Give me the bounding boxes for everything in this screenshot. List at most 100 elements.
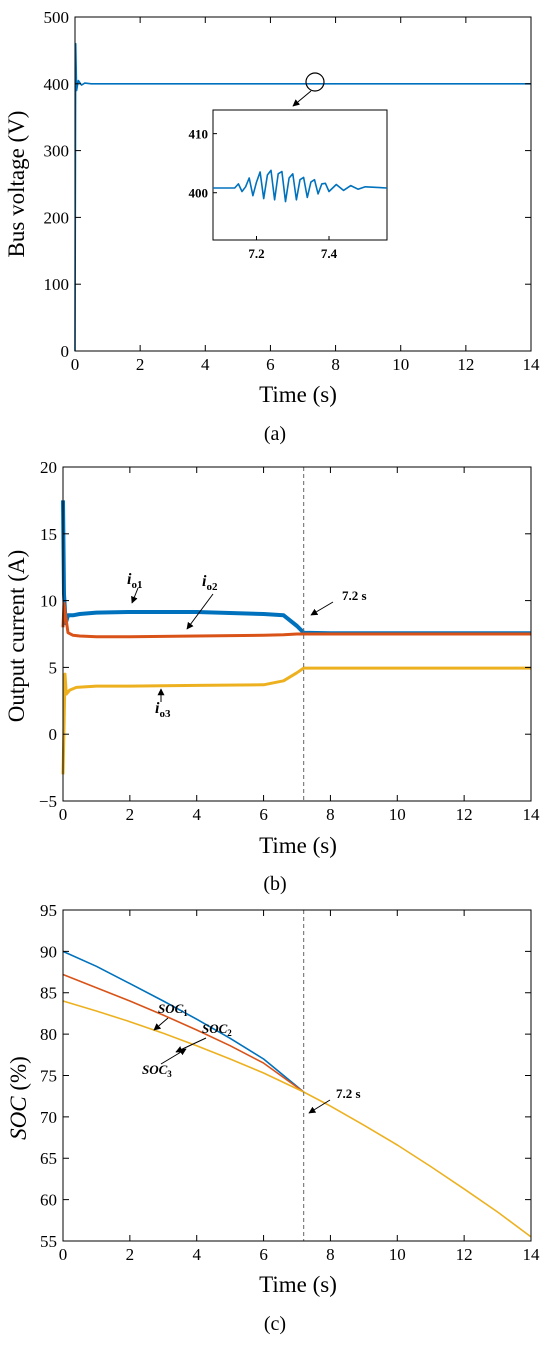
panel-b-ylabel: Output current (A) bbox=[4, 550, 29, 722]
panel-a-ylabel: Bus voltage (V) bbox=[4, 111, 29, 258]
svg-text:SOC3: SOC3 bbox=[142, 1062, 172, 1079]
panel-c-ytick-label: 70 bbox=[40, 1108, 57, 1127]
panel-a-ytick-label: 500 bbox=[44, 8, 70, 27]
panel-a-xtick-label: 2 bbox=[136, 355, 145, 374]
inset-ytick-label: 400 bbox=[189, 186, 209, 201]
panel-b-frame bbox=[62, 466, 532, 802]
panel-c-xtick-label: 10 bbox=[389, 1245, 406, 1264]
panel-c-xtick-label: 2 bbox=[126, 1245, 135, 1264]
label-soc3-sub: 3 bbox=[167, 1069, 172, 1079]
panel-a-caption: (a) bbox=[264, 423, 286, 445]
panel-c-ytick-label: 60 bbox=[40, 1191, 57, 1210]
panel-c-ytick-label: 75 bbox=[40, 1066, 57, 1085]
inset-frame bbox=[212, 109, 388, 241]
panel-c-xlabel: Time (s) bbox=[259, 1272, 337, 1297]
arrow-soc1 bbox=[153, 1017, 169, 1031]
panel-c-ytick-label: 80 bbox=[40, 1025, 57, 1044]
panel-c-ytick-label: 90 bbox=[40, 942, 57, 961]
panel-c-series-soc1 bbox=[62, 950, 305, 1093]
panel-b-caption: (b) bbox=[263, 873, 286, 895]
panel-a-ytick-label: 300 bbox=[44, 142, 70, 161]
panel-c-xtick-label: 0 bbox=[59, 1245, 68, 1264]
panel-a-xtick-label: 6 bbox=[266, 355, 275, 374]
panel-c-caption: (c) bbox=[264, 1313, 286, 1335]
panel-b-xtick-label: 12 bbox=[456, 805, 473, 824]
panel-a: 0 2 4 6 8 10 12 14 0 100 200 300 400 500 Time (s) Bus… bbox=[4, 8, 540, 445]
label-time-c: 7.2 s bbox=[308, 1086, 361, 1114]
label-io2-sub: o2 bbox=[206, 581, 218, 593]
panel-b-xlabel: Time (s) bbox=[259, 833, 337, 858]
panel-a-ytick-label: 0 bbox=[61, 342, 70, 361]
label-soc3: SOC3 bbox=[142, 1048, 187, 1079]
panel-b-ytick-label: 0 bbox=[49, 725, 58, 744]
label-io3: io3 bbox=[155, 688, 171, 720]
label-io3-sub: o3 bbox=[159, 708, 171, 720]
label-io1-main: i bbox=[127, 571, 132, 588]
panel-b-xtick-label: 2 bbox=[126, 805, 135, 824]
panel-b-xtick-label: 4 bbox=[192, 805, 201, 824]
panel-c-xtick-label: 14 bbox=[523, 1245, 541, 1264]
inset-xtick-label: 7.4 bbox=[321, 246, 338, 261]
arrow-time-b bbox=[310, 601, 334, 616]
panel-c-frame bbox=[62, 909, 532, 1242]
panel-c-xtick-label: 8 bbox=[326, 1245, 335, 1264]
panel-a-xtick-label: 0 bbox=[71, 355, 80, 374]
panel-a-xtick-label: 12 bbox=[457, 355, 474, 374]
panel-a-plot: 0 2 4 6 8 10 12 14 0 100 200 300 400 500 bbox=[44, 8, 541, 374]
panel-c-series-soc2 bbox=[62, 973, 305, 1093]
panel-a-frame bbox=[74, 16, 532, 352]
arrow-soc3 bbox=[160, 1048, 187, 1065]
panel-b-xtick-label: 8 bbox=[326, 805, 335, 824]
panel-a-inset: 7.2 7.4 400 410 bbox=[189, 109, 388, 261]
panel-c-xtick-label: 4 bbox=[192, 1245, 201, 1264]
label-io1: io1 bbox=[127, 571, 142, 604]
panel-c-ylabel-main: SOC bbox=[6, 1096, 31, 1140]
panel-c-xtick-label: 12 bbox=[456, 1245, 473, 1264]
label-io2-main: i bbox=[202, 573, 207, 590]
label-soc1: SOC1 bbox=[153, 1001, 188, 1031]
arrow-time-c bbox=[308, 1099, 331, 1114]
panel-a-xlabel: Time (s) bbox=[259, 382, 337, 407]
panel-a-xtick-label: 8 bbox=[331, 355, 340, 374]
svg-text:io2: io2 bbox=[202, 573, 218, 593]
panel-a-ytick-label: 200 bbox=[44, 208, 70, 227]
label-time-b: 7.2 s bbox=[310, 588, 367, 616]
arrow-io1 bbox=[131, 587, 139, 604]
time-mark-b: 7.2 s bbox=[342, 588, 367, 603]
time-mark-c: 7.2 s bbox=[336, 1086, 361, 1101]
svg-text:SOC1: SOC1 bbox=[158, 1001, 188, 1018]
panel-a-xtick-label: 4 bbox=[201, 355, 210, 374]
label-soc2-sub: 2 bbox=[227, 1028, 232, 1038]
label-soc1-sub: 1 bbox=[183, 1008, 188, 1018]
label-soc3-main: SOC bbox=[142, 1062, 168, 1077]
label-io3-main: i bbox=[155, 700, 160, 717]
label-io2: io2 bbox=[186, 573, 218, 630]
label-soc2-main: SOC bbox=[202, 1021, 228, 1036]
zoom-marker bbox=[305, 72, 325, 92]
panel-a-xtick-label: 14 bbox=[523, 355, 541, 374]
panel-a-ytick-label: 100 bbox=[44, 275, 70, 294]
panel-b-xtick-label: 6 bbox=[259, 805, 268, 824]
panel-b-series-io1 bbox=[61, 500, 531, 636]
inset-series bbox=[213, 169, 388, 203]
panel-a-series-0 bbox=[74, 42, 531, 352]
panel-c-ytick-label: 55 bbox=[40, 1232, 57, 1251]
panel-a-xtick-label: 10 bbox=[392, 355, 409, 374]
label-soc2: SOC2 bbox=[175, 1021, 232, 1053]
panel-b-ytick-label: 10 bbox=[40, 592, 57, 611]
panel-c-ytick-label: 65 bbox=[40, 1149, 57, 1168]
panel-b-xtick-label: 14 bbox=[523, 805, 541, 824]
svg-text:SOC2: SOC2 bbox=[202, 1021, 232, 1038]
panel-c-ytick-label: 85 bbox=[40, 984, 57, 1003]
panel-b-xtick-label: 0 bbox=[59, 805, 68, 824]
panel-b-series-io2 bbox=[61, 601, 531, 639]
label-io1-sub: o1 bbox=[131, 579, 142, 591]
panel-a-ytick-label: 400 bbox=[44, 75, 70, 94]
arrow-io2 bbox=[186, 593, 214, 630]
panel-c-series-soc3 bbox=[62, 1000, 532, 1238]
label-soc1-main: SOC bbox=[158, 1001, 184, 1016]
